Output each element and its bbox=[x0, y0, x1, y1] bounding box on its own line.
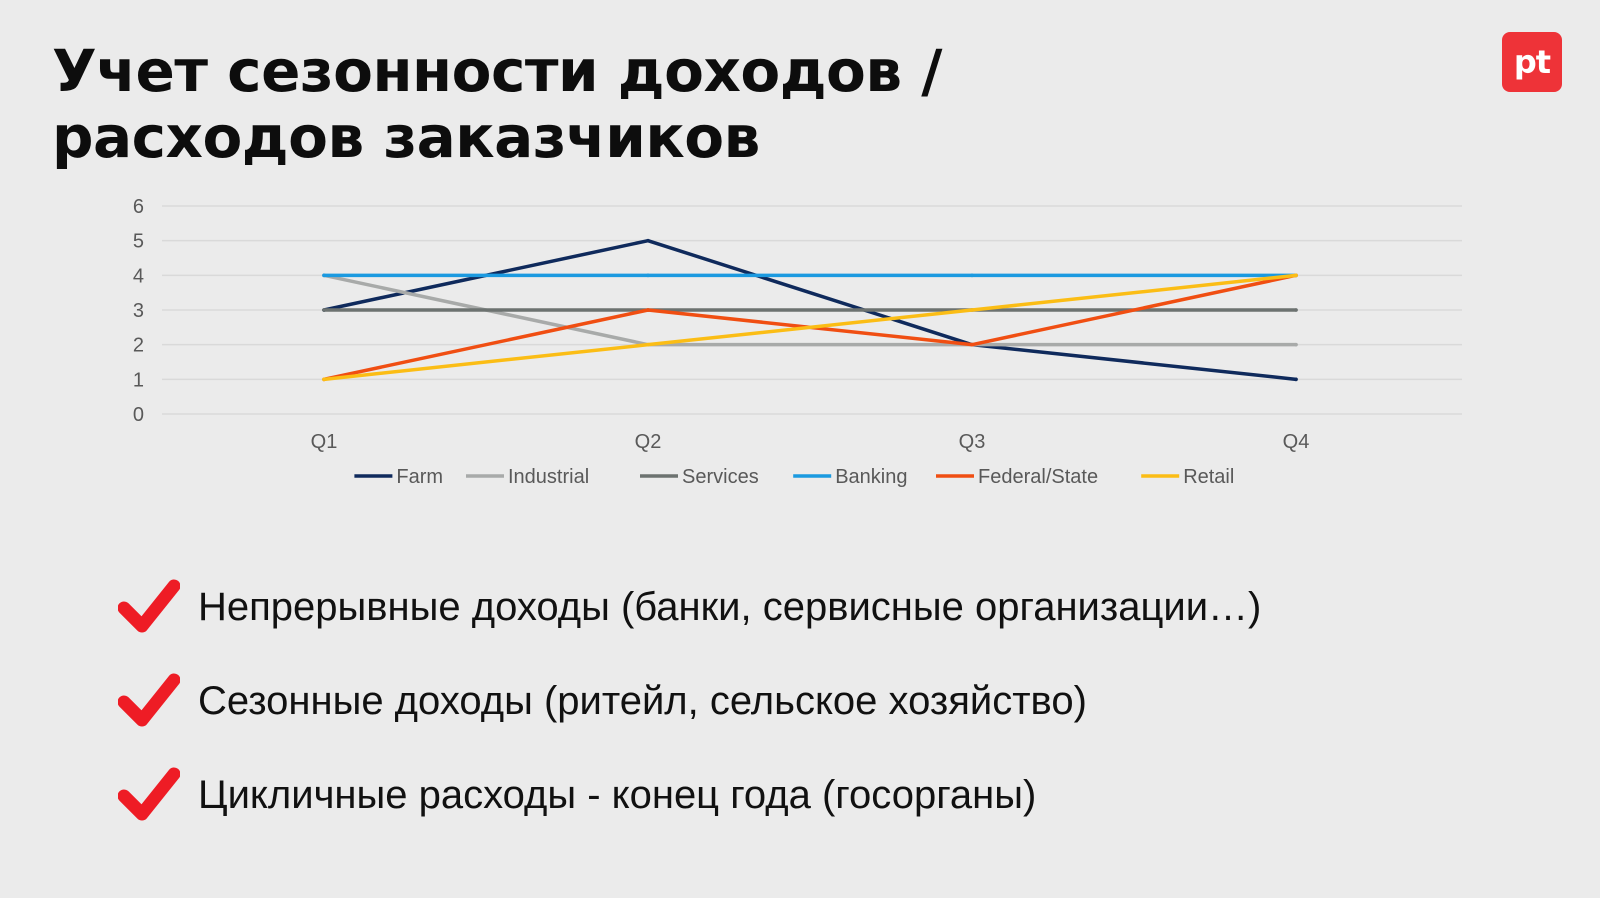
legend-label: Industrial bbox=[508, 466, 589, 488]
bullet-text: Непрерывные доходы (банки, сервисные орг… bbox=[198, 584, 1262, 629]
checkmark-icon bbox=[118, 767, 180, 821]
legend-label: Banking bbox=[835, 466, 907, 488]
data-point bbox=[322, 377, 326, 382]
x-tick-label: Q1 bbox=[311, 431, 338, 453]
data-point bbox=[970, 308, 974, 312]
slide-title-line-1: Учет сезонности доходов / bbox=[52, 37, 942, 105]
bullet-list: Непрерывные доходы (банки, сервисные орг… bbox=[118, 560, 1261, 842]
series-line-retail bbox=[322, 273, 1298, 382]
y-tick-label: 3 bbox=[133, 300, 144, 322]
data-point bbox=[970, 273, 974, 278]
data-point bbox=[970, 342, 974, 347]
y-tick-label: 0 bbox=[133, 404, 144, 426]
data-point bbox=[1294, 342, 1298, 347]
bullet-item: Цикличные расходы - конец года (госорган… bbox=[118, 748, 1261, 842]
checkmark-icon bbox=[118, 579, 180, 633]
data-point bbox=[322, 273, 326, 278]
legend-label: Farm bbox=[396, 466, 443, 488]
data-point bbox=[646, 238, 650, 243]
bullet-item: Сезонные доходы (ритейл, сельское хозяйс… bbox=[118, 654, 1261, 748]
data-point bbox=[322, 308, 326, 312]
y-tick-label: 6 bbox=[133, 196, 144, 218]
slide-title-line-2: расходов заказчиков bbox=[52, 103, 760, 171]
x-tick-label: Q4 bbox=[1283, 431, 1310, 453]
data-point bbox=[646, 308, 650, 312]
data-point bbox=[646, 273, 650, 278]
y-tick-label: 4 bbox=[133, 265, 144, 287]
y-tick-label: 1 bbox=[133, 369, 144, 391]
x-tick-label: Q2 bbox=[635, 431, 662, 453]
x-tick-label: Q3 bbox=[959, 431, 986, 453]
data-point bbox=[646, 342, 650, 347]
data-point bbox=[1294, 273, 1298, 278]
y-tick-label: 2 bbox=[133, 335, 144, 357]
bullet-text: Цикличные расходы - конец года (госорган… bbox=[198, 772, 1037, 817]
data-point bbox=[1294, 377, 1298, 382]
slide-title: Учет сезонности доходов / расходов заказ… bbox=[52, 38, 942, 170]
y-tick-label: 5 bbox=[133, 231, 144, 253]
checkmark-icon bbox=[118, 673, 180, 727]
bullet-text: Сезонные доходы (ритейл, сельское хозяйс… bbox=[198, 678, 1087, 723]
brand-logo: pt bbox=[1502, 32, 1562, 92]
legend-label: Retail bbox=[1183, 466, 1234, 488]
legend-label: Federal/State bbox=[978, 466, 1098, 488]
data-point bbox=[1294, 308, 1298, 312]
bullet-item: Непрерывные доходы (банки, сервисные орг… bbox=[118, 560, 1261, 654]
legend-label: Services bbox=[682, 466, 759, 488]
seasonality-line-chart: 0 1 2 3 4 5 6 Q1 Q2 Q3 Q4 Farm Industrial Services Ban… bbox=[133, 196, 1462, 488]
